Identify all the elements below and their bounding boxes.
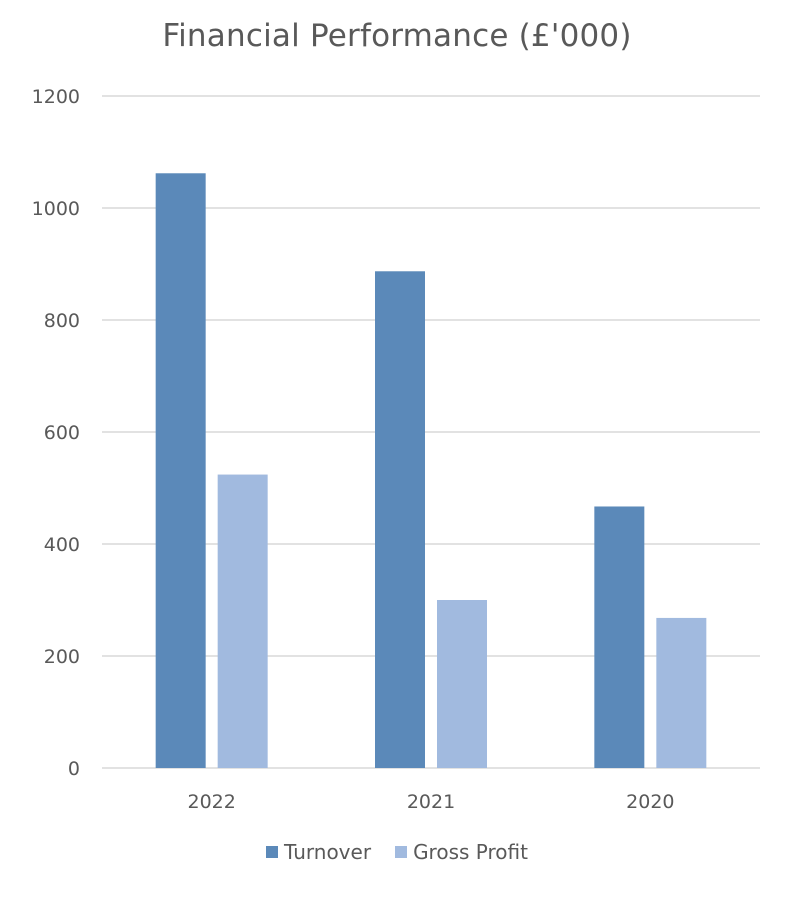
x-tick-label-2020: 2020 (626, 791, 674, 813)
bar-gross-profit-2022 (217, 474, 268, 768)
bar-gross-profit-2020 (656, 617, 707, 768)
y-tick-label: 200 (44, 646, 80, 668)
y-tick-label: 1200 (32, 86, 80, 108)
bar-turnover-2022 (155, 173, 206, 768)
legend: Turnover Gross Profit (0, 840, 794, 864)
bar-gross-profit-2021 (437, 600, 487, 768)
bar-turnover-2020 (594, 506, 645, 768)
chart-title: Financial Performance (£'000) (162, 18, 632, 54)
legend-swatch-turnover (266, 846, 279, 858)
y-tick-label: 600 (44, 422, 80, 444)
legend-item-gross-profit: Gross Profit (395, 840, 528, 864)
legend-item-turnover: Turnover (266, 840, 371, 864)
x-tick-label-2022: 2022 (187, 791, 235, 813)
y-tick-label: 400 (44, 534, 80, 556)
bar-turnover-2021 (375, 271, 425, 768)
bars (155, 173, 707, 768)
legend-swatch-gross-profit (395, 846, 408, 858)
y-tick-label: 800 (44, 310, 80, 332)
legend-label-turnover: Turnover (284, 840, 372, 864)
gridlines (102, 95, 760, 769)
x-axis-ticks: 2022 2021 2020 (187, 791, 674, 813)
y-tick-label: 0 (68, 758, 80, 780)
legend-label-gross-profit: Gross Profit (413, 840, 528, 864)
y-tick-label: 1000 (32, 198, 80, 220)
x-tick-label-2021: 2021 (407, 791, 455, 813)
y-axis-ticks: 0 200 400 600 800 1000 1200 (32, 86, 80, 780)
